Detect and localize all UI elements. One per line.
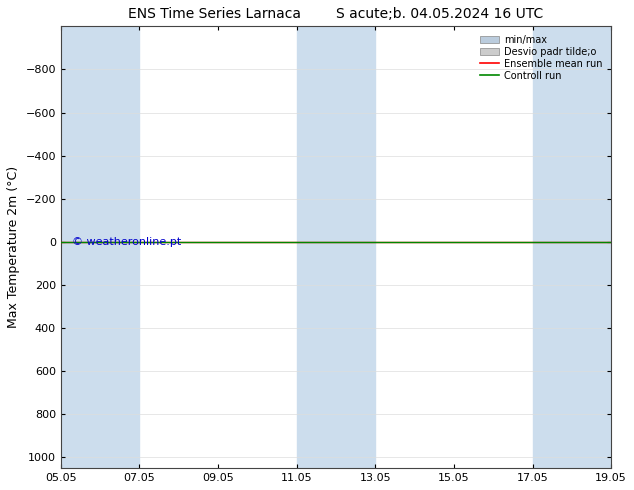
Bar xyxy=(100,26,139,468)
Bar xyxy=(572,26,611,468)
Bar xyxy=(336,26,375,468)
Bar xyxy=(297,26,336,468)
Y-axis label: Max Temperature 2m (°C): Max Temperature 2m (°C) xyxy=(7,166,20,328)
Bar xyxy=(61,26,100,468)
Legend: min/max, Desvio padr tilde;o, Ensemble mean run, Controll run: min/max, Desvio padr tilde;o, Ensemble m… xyxy=(476,31,606,85)
Title: ENS Time Series Larnaca        S acute;b. 04.05.2024 16 UTC: ENS Time Series Larnaca S acute;b. 04.05… xyxy=(129,7,543,21)
Bar xyxy=(533,26,572,468)
Text: © weatheronline.pt: © weatheronline.pt xyxy=(72,237,181,247)
